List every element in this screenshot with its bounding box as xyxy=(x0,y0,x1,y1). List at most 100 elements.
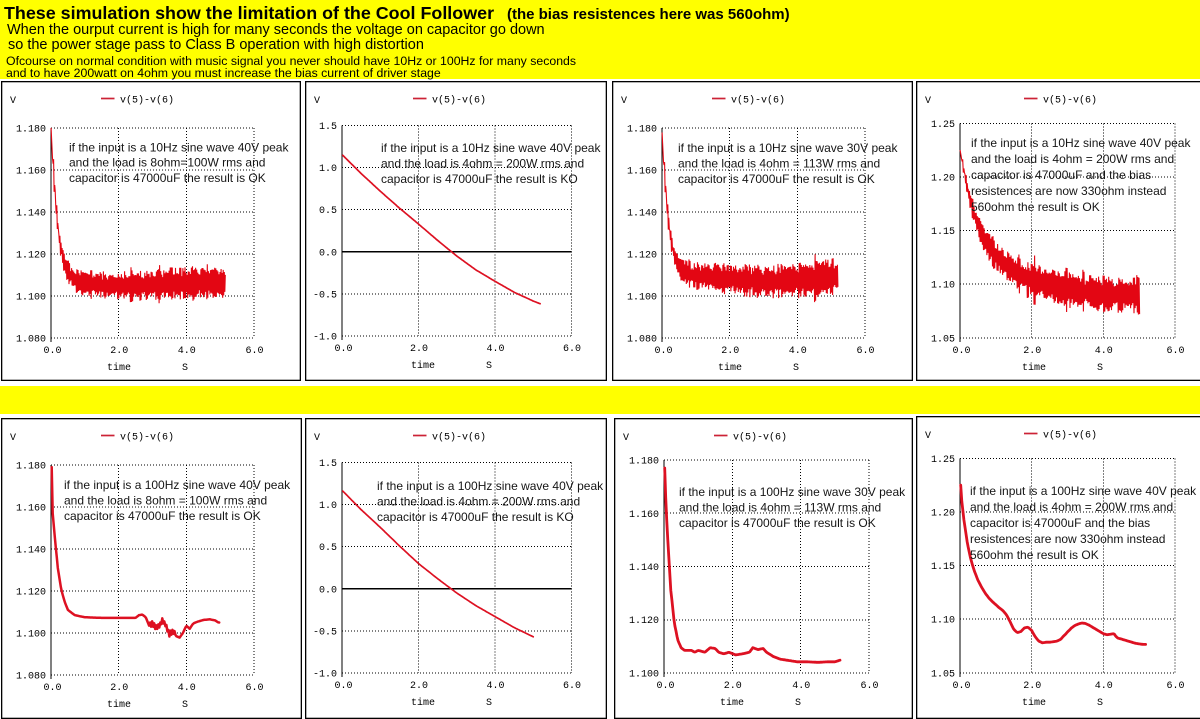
svg-text:time: time xyxy=(718,362,742,374)
svg-text:1.080: 1.080 xyxy=(16,335,46,346)
svg-text:-0.5: -0.5 xyxy=(313,627,337,638)
svg-text:if the input is a 10Hz sine wa: if the input is a 10Hz sine wave 30V pea… xyxy=(678,141,898,155)
svg-text:S: S xyxy=(182,363,188,374)
svg-text:-1.0: -1.0 xyxy=(313,670,337,681)
svg-text:0.0: 0.0 xyxy=(334,681,352,692)
svg-text:capacitor is 47000uF the resul: capacitor is 47000uF the result is OK xyxy=(69,171,266,185)
svg-text:1.160: 1.160 xyxy=(16,167,46,178)
svg-text:0.0: 0.0 xyxy=(43,346,61,357)
svg-text:2.0: 2.0 xyxy=(410,344,428,355)
svg-text:v(5)-v(6): v(5)-v(6) xyxy=(120,432,174,444)
svg-text:capacitor is 47000uF the resul: capacitor is 47000uF the result is KO xyxy=(381,172,578,186)
svg-text:time: time xyxy=(411,360,435,372)
svg-text:1.0: 1.0 xyxy=(319,164,337,175)
svg-text:1.25: 1.25 xyxy=(931,455,955,466)
svg-text:and the load is 4ohm = 200W rm: and the load is 4ohm = 200W rms and xyxy=(971,152,1174,166)
svg-text:1.15: 1.15 xyxy=(931,562,955,573)
svg-text:-0.5: -0.5 xyxy=(313,290,337,301)
svg-text:1.05: 1.05 xyxy=(931,334,955,345)
svg-text:0.0: 0.0 xyxy=(319,248,337,259)
svg-text:1.120: 1.120 xyxy=(627,251,657,262)
svg-text:0.0: 0.0 xyxy=(654,346,672,357)
svg-text:560ohm the result is OK: 560ohm the result is OK xyxy=(971,200,1100,214)
svg-text:1.180: 1.180 xyxy=(627,125,657,136)
svg-text:time: time xyxy=(107,699,131,711)
svg-text:if the input is a 100Hz sine w: if the input is a 100Hz sine wave 40V pe… xyxy=(64,478,291,492)
svg-text:-1.0: -1.0 xyxy=(313,333,337,344)
svg-text:6.0: 6.0 xyxy=(563,681,581,692)
svg-text:and the load is 4ohm = 200W rm: and the load is 4ohm = 200W rms and xyxy=(381,157,584,171)
svg-text:1.5: 1.5 xyxy=(319,459,337,470)
svg-text:6.0: 6.0 xyxy=(563,344,581,355)
svg-text:6.0: 6.0 xyxy=(1166,346,1184,357)
svg-text:1.180: 1.180 xyxy=(629,457,659,468)
svg-text:capacitor is 47000uF the resul: capacitor is 47000uF the result is OK xyxy=(64,509,261,523)
svg-text:capacitor is 47000uF the resul: capacitor is 47000uF the result is KO xyxy=(377,510,574,524)
svg-text:0.0: 0.0 xyxy=(952,681,970,692)
svg-text:1.120: 1.120 xyxy=(16,251,46,262)
svg-text:time: time xyxy=(411,697,435,709)
svg-text:1.180: 1.180 xyxy=(16,462,46,473)
svg-text:560ohm the result is OK: 560ohm the result is OK xyxy=(970,548,1099,562)
svg-text:1.05: 1.05 xyxy=(931,669,955,680)
svg-text:1.080: 1.080 xyxy=(627,335,657,346)
svg-text:resistences are now 330ohm ins: resistences are now 330ohm instead xyxy=(970,532,1165,546)
svg-text:V: V xyxy=(10,433,16,444)
svg-text:2.0: 2.0 xyxy=(1023,681,1041,692)
svg-text:0.5: 0.5 xyxy=(319,543,337,554)
svg-text:6.0: 6.0 xyxy=(1166,681,1184,692)
svg-text:1.100: 1.100 xyxy=(627,293,657,304)
svg-text:S: S xyxy=(486,698,492,709)
svg-text:0.5: 0.5 xyxy=(319,206,337,217)
svg-text:1.160: 1.160 xyxy=(16,504,46,515)
svg-text:V: V xyxy=(314,433,320,444)
svg-text:and the load is 4ohm = 200W rm: and the load is 4ohm = 200W rms and xyxy=(377,495,580,509)
svg-text:v(5)-v(6): v(5)-v(6) xyxy=(1043,430,1097,442)
svg-text:V: V xyxy=(925,431,931,442)
svg-text:2.0: 2.0 xyxy=(110,683,128,694)
svg-text:1.160: 1.160 xyxy=(629,510,659,521)
svg-text:0.0: 0.0 xyxy=(656,681,674,692)
svg-text:v(5)-v(6): v(5)-v(6) xyxy=(733,432,787,444)
svg-text:and the load is 4ohm = 113W rm: and the load is 4ohm = 113W rms and xyxy=(678,157,880,171)
svg-text:V: V xyxy=(314,96,320,107)
svg-text:and the load is 4ohm = 113W rm: and the load is 4ohm = 113W rms and xyxy=(679,501,881,515)
svg-text:S: S xyxy=(182,700,188,711)
svg-text:S: S xyxy=(1097,698,1103,709)
svg-text:1.080: 1.080 xyxy=(16,672,46,683)
svg-text:resistences are now 330ohm ins: resistences are now 330ohm instead xyxy=(971,184,1166,198)
svg-text:capacitor is 47000uF the resul: capacitor is 47000uF the result is OK xyxy=(679,516,876,530)
svg-text:V: V xyxy=(925,96,931,107)
svg-text:v(5)-v(6): v(5)-v(6) xyxy=(1043,95,1097,107)
svg-text:4.0: 4.0 xyxy=(486,344,504,355)
svg-text:time: time xyxy=(107,362,131,374)
svg-text:2.0: 2.0 xyxy=(1023,346,1041,357)
svg-text:6.0: 6.0 xyxy=(245,346,263,357)
svg-text:4.0: 4.0 xyxy=(1095,346,1113,357)
svg-text:if the input is a 100Hz sine w: if the input is a 100Hz sine wave 30V pe… xyxy=(679,485,906,499)
svg-text:4.0: 4.0 xyxy=(792,681,810,692)
svg-text:4.0: 4.0 xyxy=(486,681,504,692)
svg-text:1.120: 1.120 xyxy=(16,588,46,599)
svg-text:S: S xyxy=(486,361,492,372)
svg-text:and the load is 8ohm=100W rms: and the load is 8ohm=100W rms and xyxy=(69,156,265,170)
svg-text:0.0: 0.0 xyxy=(319,585,337,596)
svg-text:1.25: 1.25 xyxy=(931,120,955,131)
svg-text:1.120: 1.120 xyxy=(629,616,659,627)
svg-text:0.0: 0.0 xyxy=(43,683,61,694)
svg-text:1.100: 1.100 xyxy=(16,293,46,304)
svg-text:V: V xyxy=(10,96,16,107)
svg-text:if the input is a 10Hz sine wa: if the input is a 10Hz sine wave 40V pea… xyxy=(69,140,289,154)
svg-text:if the input is a 10Hz sine wa: if the input is a 10Hz sine wave 40V pea… xyxy=(381,141,601,155)
svg-text:and the load is 8ohm = 100W rm: and the load is 8ohm = 100W rms and xyxy=(64,494,267,508)
svg-text:2.0: 2.0 xyxy=(721,346,739,357)
svg-text:6.0: 6.0 xyxy=(856,346,874,357)
svg-text:capacitor is 47000uF and the b: capacitor is 47000uF and the bias xyxy=(970,516,1150,530)
svg-text:capacitor is 47000uF the resul: capacitor is 47000uF the result is OK xyxy=(678,172,875,186)
svg-text:V: V xyxy=(621,96,627,107)
svg-text:1.20: 1.20 xyxy=(931,174,955,185)
svg-text:S: S xyxy=(793,363,799,374)
svg-text:1.140: 1.140 xyxy=(16,209,46,220)
svg-text:if the input is a 100Hz sine w: if the input is a 100Hz sine wave 40V pe… xyxy=(377,479,604,493)
svg-text:if the input is a 10Hz sine wa: if the input is a 10Hz sine wave 40V pea… xyxy=(971,136,1191,150)
